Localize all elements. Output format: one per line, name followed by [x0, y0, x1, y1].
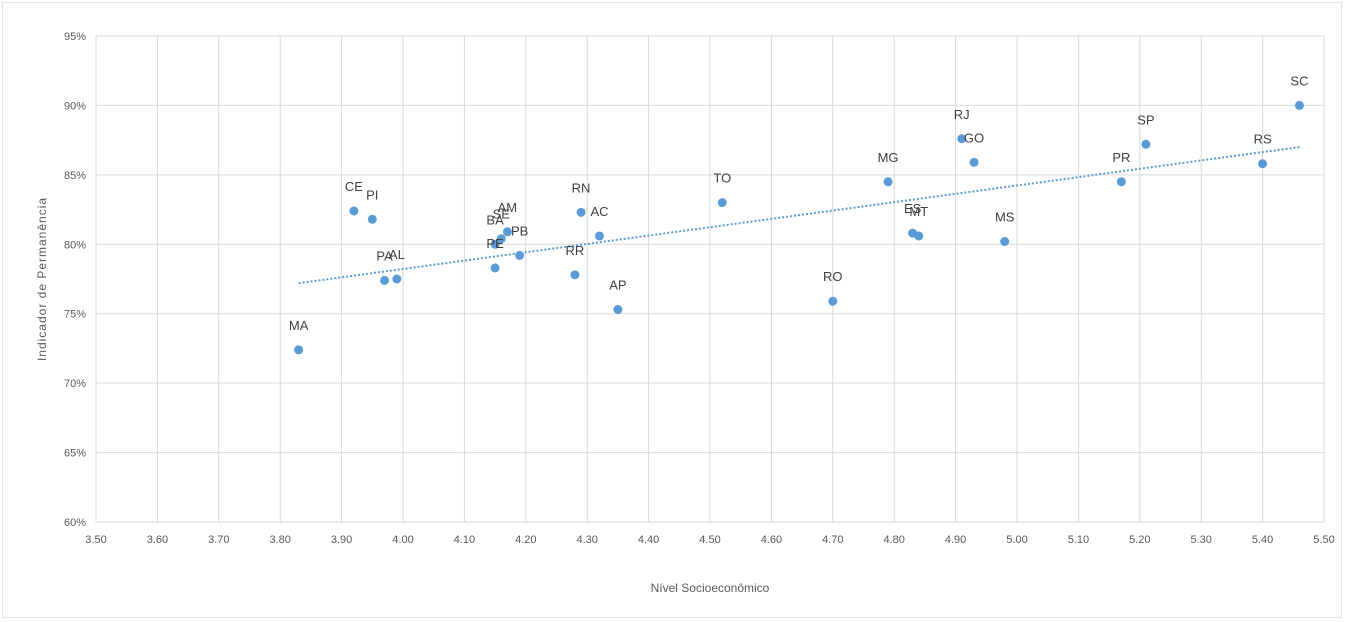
y-tick-label: 65%	[64, 448, 86, 460]
point-label-pe: PE	[486, 236, 504, 251]
data-point-mg	[883, 177, 893, 187]
point-label-sc: SC	[1290, 73, 1308, 88]
point-label-ce: CE	[345, 179, 363, 194]
data-point-to	[717, 198, 727, 208]
point-label-se: SE	[493, 207, 511, 222]
y-tick-label: 90%	[64, 100, 86, 112]
y-tick-label: 75%	[64, 309, 86, 321]
data-point-pi	[367, 214, 377, 224]
y-axis-title: Indicador de Permanência	[35, 197, 49, 361]
trendline-group	[298, 146, 1300, 285]
point-label-ms: MS	[995, 210, 1015, 225]
y-tick-label: 70%	[64, 378, 86, 390]
point-label-rj: RJ	[954, 107, 970, 122]
data-point-ma	[294, 345, 304, 355]
data-point-rj	[957, 134, 967, 144]
x-tick-label: 3.50	[85, 534, 106, 546]
x-tick-label: 5.50	[1313, 534, 1334, 546]
data-point-ms	[1000, 237, 1010, 247]
point-label-am: AM	[498, 200, 518, 215]
point-label-al: AL	[389, 247, 405, 262]
data-point-ro	[828, 296, 838, 306]
y-tick-label: 80%	[64, 239, 86, 251]
data-point-pe	[490, 263, 500, 273]
x-tick-label: 4.90	[945, 534, 966, 546]
point-label-ro: RO	[823, 269, 843, 284]
x-tick-label: 4.50	[699, 534, 720, 546]
trendline	[298, 146, 1300, 285]
data-point-pa	[380, 275, 390, 285]
data-point-ce	[349, 206, 359, 216]
point-label-ap: AP	[609, 278, 626, 293]
point-label-ma: MA	[289, 318, 309, 333]
x-tick-label: 4.80	[883, 534, 904, 546]
x-tick-label: 4.40	[638, 534, 659, 546]
x-tick-label: 4.20	[515, 534, 536, 546]
point-label-ba: BA	[486, 212, 504, 227]
x-tick-label: 3.80	[269, 534, 290, 546]
data-point-rr	[570, 270, 580, 280]
point-label-ac: AC	[590, 204, 608, 219]
data-point-se	[496, 234, 506, 244]
data-point-sp	[1141, 139, 1151, 149]
point-label-es: ES	[904, 201, 922, 216]
x-tick-label: 5.40	[1252, 534, 1273, 546]
point-label-go: GO	[964, 130, 984, 145]
x-tick-label: 3.60	[147, 534, 168, 546]
data-point-al	[392, 274, 402, 284]
data-points	[294, 100, 1304, 355]
point-label-rr: RR	[566, 243, 585, 258]
data-point-go	[969, 157, 979, 167]
point-label-pr: PR	[1112, 150, 1130, 165]
y-tick-label: 95%	[64, 31, 86, 43]
x-tick-label: 5.20	[1129, 534, 1150, 546]
data-point-mt	[914, 231, 924, 241]
y-tick-label: 85%	[64, 170, 86, 182]
data-point-pb	[515, 250, 525, 260]
point-label-sp: SP	[1137, 112, 1154, 127]
y-tick-label: 60%	[64, 517, 86, 529]
data-point-rn	[576, 207, 586, 217]
x-axis-title: Nível Socioeconômico	[651, 581, 770, 595]
grid-lines	[95, 35, 1325, 523]
x-tick-label: 3.90	[331, 534, 352, 546]
point-label-mt: MT	[909, 204, 928, 219]
x-tick-label: 5.30	[1190, 534, 1211, 546]
data-point-ba	[490, 239, 500, 249]
point-label-pb: PB	[511, 223, 528, 238]
data-point-pr	[1116, 177, 1126, 187]
x-tick-labels: 3.50 3.60 3.70 3.80 3.90 4.00 4.10 4.20 4.30 4.40…	[85, 534, 1334, 546]
x-tick-label: 3.70	[208, 534, 229, 546]
x-tick-label: 5.00	[1006, 534, 1027, 546]
x-tick-label: 4.10	[454, 534, 475, 546]
y-tick-labels: 60% 65% 70% 75% 80% 85% 90% 95%	[64, 31, 86, 529]
x-tick-label: 4.70	[822, 534, 843, 546]
point-label-mg: MG	[878, 150, 899, 165]
x-tick-label: 4.60	[761, 534, 782, 546]
data-point-rs	[1258, 159, 1268, 169]
data-point-ac	[594, 231, 604, 241]
data-point-sc	[1294, 100, 1304, 110]
point-label-pa: PA	[376, 248, 393, 263]
data-point-am	[502, 227, 512, 237]
point-label-rn: RN	[572, 180, 591, 195]
data-point-ap	[613, 305, 623, 315]
x-tick-label: 5.10	[1068, 534, 1089, 546]
x-tick-label: 4.30	[576, 534, 597, 546]
x-tick-label: 4.00	[392, 534, 413, 546]
point-label-to: TO	[713, 171, 731, 186]
point-label-rs: RS	[1254, 132, 1272, 147]
point-label-pi: PI	[366, 187, 378, 202]
